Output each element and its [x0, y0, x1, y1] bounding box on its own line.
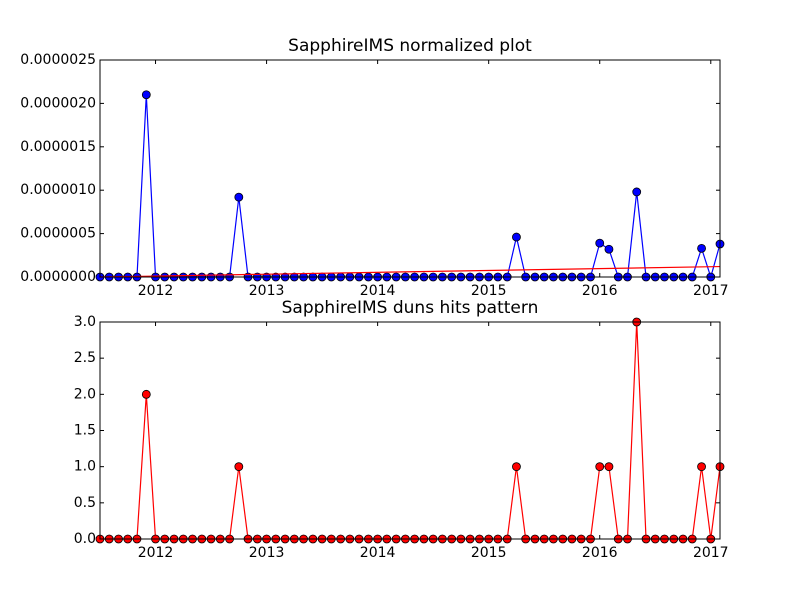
- point: [141, 90, 151, 100]
- x-tick-label: 2014: [360, 545, 396, 561]
- point: [697, 243, 706, 253]
- point: [512, 462, 521, 472]
- x-tick-label: 2015: [471, 545, 507, 561]
- y-tick-label: 1.5: [74, 423, 96, 439]
- x-tick-label: 2015: [471, 283, 507, 299]
- y-tick-label: 0.0000010: [20, 182, 96, 198]
- y-tick-label: 0.0: [74, 531, 96, 547]
- chart-title: SapphireIMS duns hits pattern: [282, 298, 539, 318]
- y-tick-label: 0.5: [74, 495, 96, 511]
- point: [697, 462, 706, 472]
- axes-frame: [99, 321, 721, 540]
- y-tick-label: 0.0000025: [20, 52, 96, 68]
- point: [234, 462, 244, 472]
- x-tick-label: 2012: [138, 545, 174, 561]
- x-tick-label: 2016: [582, 283, 618, 299]
- y-tick-label: 0.0000000: [20, 269, 96, 285]
- point: [595, 238, 605, 248]
- y-tick-label: 2.5: [74, 350, 96, 366]
- chart-title: SapphireIMS normalized plot: [288, 36, 532, 56]
- point: [595, 462, 605, 472]
- x-tick-label: 2013: [249, 283, 285, 299]
- y-tick-label: 0.0000020: [20, 95, 96, 111]
- point: [141, 389, 151, 399]
- x-tick-label: 2014: [360, 283, 396, 299]
- y-tick-label: 1.0: [74, 459, 96, 475]
- series-line: [99, 265, 721, 278]
- y-tick-label: 0.0000015: [20, 139, 96, 155]
- point: [632, 187, 642, 197]
- point: [604, 244, 614, 254]
- point: [604, 462, 614, 472]
- x-tick-label: 2017: [693, 283, 729, 299]
- y-tick-label: 0.0000005: [20, 226, 96, 242]
- y-tick-label: 3.0: [74, 314, 96, 330]
- point: [512, 232, 521, 242]
- axes-frame: [99, 59, 721, 278]
- x-tick-label: 2016: [582, 545, 618, 561]
- point: [234, 192, 244, 202]
- y-tick-label: 2.0: [74, 386, 96, 402]
- x-tick-label: 2013: [249, 545, 285, 561]
- x-tick-label: 2012: [138, 283, 174, 299]
- x-tick-label: 2017: [693, 545, 729, 561]
